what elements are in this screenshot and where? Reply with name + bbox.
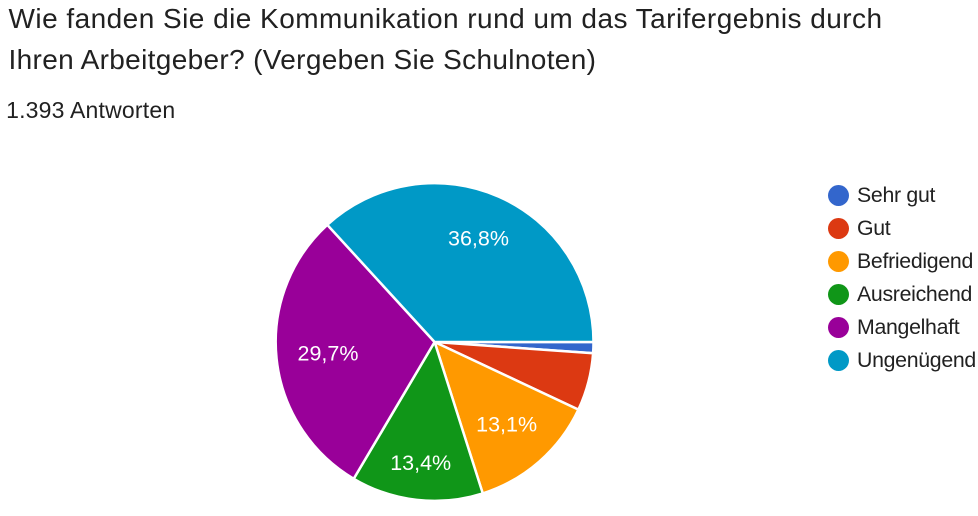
svg-text:13,4%: 13,4% [390,451,451,475]
svg-text:36,8%: 36,8% [448,226,509,250]
svg-text:29,7%: 29,7% [298,342,359,366]
svg-text:13,1%: 13,1% [476,413,537,437]
